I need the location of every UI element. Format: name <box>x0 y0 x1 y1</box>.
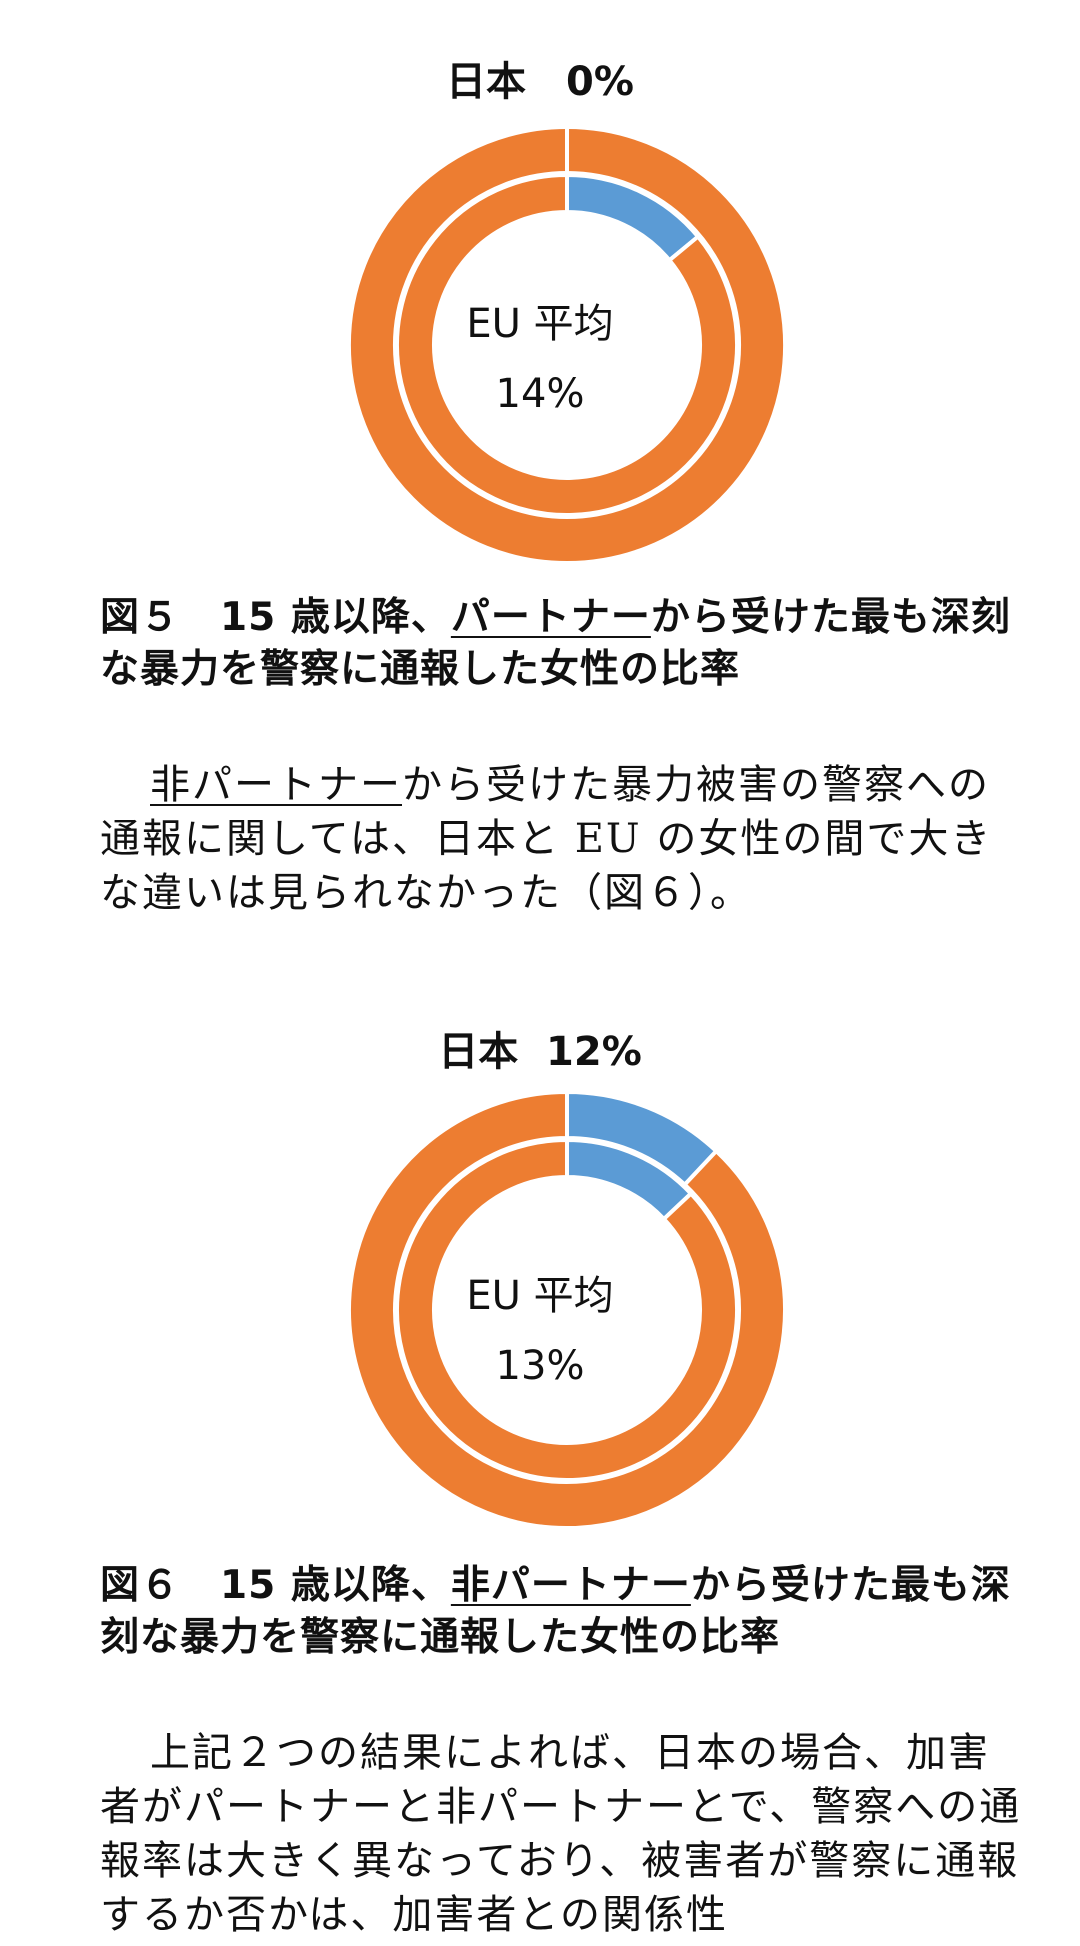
paragraph-1: 非パートナーから受けた暴力被害の警察への通報に関しては、日本と EU の女性の間… <box>100 758 1030 920</box>
figure5-caption-end: から受けた最も深刻な暴力を警察に通報した女性の比率 <box>100 595 1011 692</box>
figure5-caption: 図５ 15 歳以降、パートナーから受けた最も深刻な暴力を警察に通報した女性の比率 <box>100 592 1040 696</box>
chart2-center-label-value: 13% <box>495 1343 585 1389</box>
figure5-caption-underlined: パートナー <box>450 595 651 640</box>
chart2-center-label-series: EU 平均 <box>466 1273 614 1319</box>
figure6-caption-underlined: 非パートナー <box>450 1563 691 1608</box>
paragraph-1-text: から受けた暴力被害の警察への通報に関しては、日本と EU の女性の間で大きな違い… <box>100 762 993 916</box>
chart1-center-label-value: 14% <box>495 371 585 417</box>
chart1-center-label-series: EU 平均 <box>466 301 614 347</box>
figure6-caption-end: から受けた最も深刻な暴力を警察に通報した女性の比率 <box>100 1563 1011 1660</box>
chart2-title: 日本 12% <box>438 1029 642 1075</box>
figure6-caption-start: 図６ 15 歳以降、 <box>100 1563 451 1608</box>
chart1-ring1-slice1 <box>395 172 739 517</box>
paragraph-2-text: 上記２つの結果によれば、日本の場合、加害者がパートナーと非パートナーとで、警察へ… <box>100 1730 1022 1938</box>
figure5-caption-start: 図５ 15 歳以降、 <box>100 595 451 640</box>
figure6-caption: 図６ 15 歳以降、非パートナーから受けた最も深刻な暴力を警察に通報した女性の比… <box>100 1560 1040 1664</box>
chart1-donut <box>347 125 787 565</box>
paragraph-1-underlined: 非パートナー <box>150 762 402 808</box>
chart2-ring1-slice1 <box>395 1137 739 1482</box>
chart2-donut <box>347 1090 787 1530</box>
paragraph-2: 上記２つの結果によれば、日本の場合、加害者がパートナーと非パートナーとで、警察へ… <box>100 1726 1030 1942</box>
chart1-title: 日本 0% <box>446 59 634 105</box>
